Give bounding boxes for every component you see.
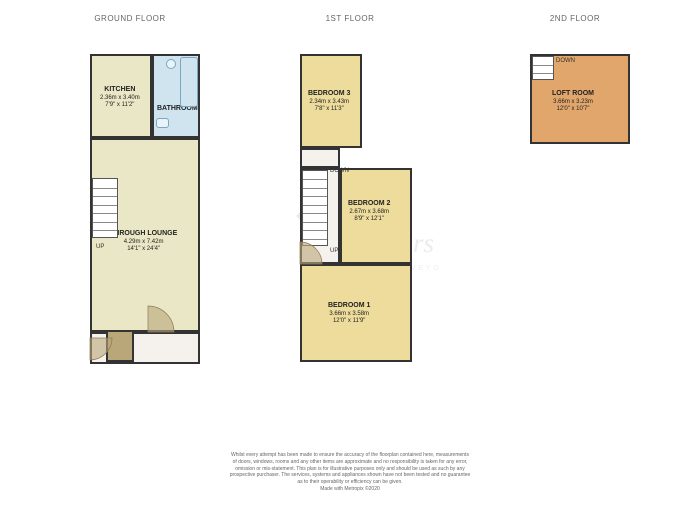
floor-label-first: 1ST FLOOR	[310, 14, 390, 23]
room-dims-m: 2.34m x 3.43m	[308, 99, 350, 107]
room-name: BEDROOM 1	[328, 302, 370, 311]
stair-tag-gf-stairs: UP	[96, 244, 104, 250]
room-dims-ft: 7'8" x 11'3"	[308, 106, 350, 114]
room-name: BEDROOM 2	[348, 200, 390, 209]
stairs-gf-stairs	[92, 178, 118, 238]
room-dims-ft: 12'0" x 10'7"	[552, 106, 594, 114]
room-label-bedroom2: BEDROOM 22.67m x 3.68m8'9" x 12'1"	[348, 200, 390, 224]
bathtub	[180, 57, 198, 107]
stair-tag-loft-stairs: DOWN	[556, 58, 575, 64]
floor-label-second: 2ND FLOOR	[535, 14, 615, 23]
sink	[156, 118, 169, 128]
room-label-kitchen: KITCHEN2.36m x 3.40m7'9" x 11'2"	[100, 86, 140, 110]
floor-label-ground: GROUND FLOOR	[90, 14, 170, 23]
room-dims-m: 4.29m x 7.42m	[110, 239, 177, 247]
room-dims-ft: 8'9" x 12'1"	[348, 216, 390, 224]
room-dims-m: 2.36m x 3.40m	[100, 95, 140, 103]
room-dims-ft: 7'9" x 11'2"	[100, 102, 140, 110]
stair-tag-ff-stairs: DOWN	[330, 168, 349, 174]
alcove	[106, 332, 134, 362]
hallway-ff-hall-upper	[300, 148, 340, 168]
toilet	[166, 59, 176, 69]
room-dims-ft: 12'0" x 11'9"	[328, 318, 370, 326]
stairs-ff-stairs	[302, 170, 328, 246]
stair-tag2-ff-stairs: UP	[330, 248, 338, 254]
disclaimer-text: Whilst every attempt has been made to en…	[200, 452, 500, 493]
room-name: THROUGH LOUNGE	[110, 230, 177, 239]
room-dims-m: 2.67m x 3.68m	[348, 209, 390, 217]
room-label-loft: LOFT ROOM3.66m x 3.23m12'0" x 10'7"	[552, 90, 594, 114]
room-label-bedroom3: BEDROOM 32.34m x 3.43m7'8" x 11'3"	[308, 90, 350, 114]
room-dims-m: 3.66m x 3.58m	[328, 311, 370, 319]
room-name: BEDROOM 3	[308, 90, 350, 99]
room-name: KITCHEN	[100, 86, 140, 95]
floorplan-canvas: Chambers CHARTERED SURVEYORS GROUND FLOO…	[0, 0, 700, 511]
room-dims-m: 3.66m x 3.23m	[552, 99, 594, 107]
room-label-bedroom1: BEDROOM 13.66m x 3.58m12'0" x 11'9"	[328, 302, 370, 326]
stairs-loft-stairs	[532, 56, 554, 80]
room-name: LOFT ROOM	[552, 90, 594, 99]
room-dims-ft: 14'1" x 24'4"	[110, 246, 177, 254]
room-label-through-lounge: THROUGH LOUNGE4.29m x 7.42m14'1" x 24'4"	[110, 230, 177, 254]
